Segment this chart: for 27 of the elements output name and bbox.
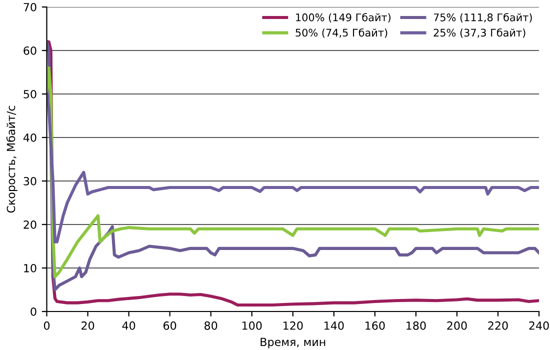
y-tick-label: 70: [24, 2, 36, 12]
y-tick-label: 30: [24, 176, 36, 186]
x-tick-label: 0: [44, 321, 50, 330]
y-tick-label: 60: [24, 46, 36, 55]
y-axis-title: Скорость, Мбайт/с: [6, 106, 18, 213]
y-tick-label: 40: [23, 133, 36, 142]
legend-label: 100% (149 Гбайт): [296, 13, 390, 23]
y-tick-label: 0: [30, 307, 36, 316]
legend-label: 75% (111,8 Гбайт): [434, 13, 532, 23]
x-tick-label: 100: [242, 321, 262, 330]
y-tick-label: 20: [24, 220, 36, 229]
y-tick-label: 10: [24, 264, 36, 272]
x-tick-label: 120: [283, 321, 303, 330]
x-tick-label: 220: [488, 321, 508, 330]
x-tick-label: 180: [406, 321, 426, 330]
x-axis-title: Время, мин: [260, 338, 326, 348]
legend-label: 25% (37,3 Гбайт): [434, 28, 526, 38]
y-tick-label: 50: [24, 90, 36, 98]
legend-label: 50% (74,5 Гбайт): [296, 28, 388, 38]
x-tick-label: 20: [82, 321, 94, 330]
x-tick-label: 140: [324, 321, 344, 330]
x-tick-label: 160: [366, 321, 385, 330]
x-tick-label: 240: [529, 321, 549, 330]
x-tick-label: 200: [447, 321, 467, 330]
x-tick-label: 80: [204, 321, 218, 330]
x-tick-label: 40: [122, 321, 136, 330]
x-tick-label: 60: [164, 321, 176, 330]
